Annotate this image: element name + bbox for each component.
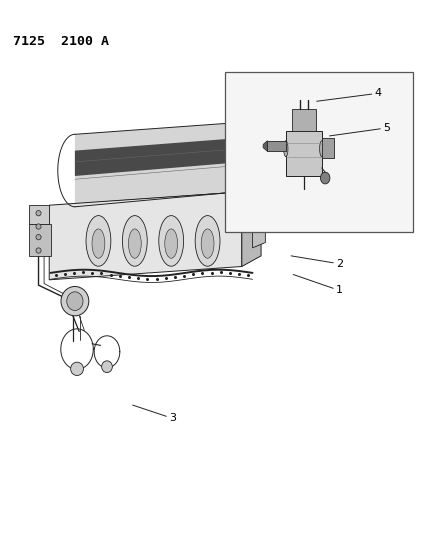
Ellipse shape — [195, 215, 220, 266]
Text: 4: 4 — [317, 88, 382, 101]
Polygon shape — [75, 123, 238, 207]
Ellipse shape — [321, 172, 330, 184]
Ellipse shape — [320, 141, 324, 157]
Text: 3: 3 — [133, 405, 176, 423]
Polygon shape — [268, 141, 286, 151]
Polygon shape — [29, 205, 49, 224]
Polygon shape — [58, 192, 248, 220]
Ellipse shape — [201, 229, 214, 258]
Polygon shape — [29, 224, 51, 256]
Ellipse shape — [36, 224, 41, 229]
Ellipse shape — [165, 229, 178, 258]
Text: 1: 1 — [293, 274, 343, 295]
Ellipse shape — [92, 229, 105, 258]
Ellipse shape — [36, 211, 41, 216]
Ellipse shape — [284, 141, 288, 157]
Bar — [292, 109, 316, 131]
Ellipse shape — [61, 287, 89, 316]
Bar — [286, 131, 322, 176]
Ellipse shape — [67, 292, 83, 310]
Ellipse shape — [122, 215, 147, 266]
Bar — [322, 138, 334, 158]
Ellipse shape — [86, 215, 111, 266]
Ellipse shape — [36, 248, 41, 253]
Ellipse shape — [128, 229, 141, 258]
Polygon shape — [49, 192, 242, 280]
Bar — [225, 72, 413, 232]
Text: 5: 5 — [330, 123, 390, 136]
Polygon shape — [242, 181, 261, 266]
Polygon shape — [253, 227, 265, 248]
Text: 7125  2100 A: 7125 2100 A — [13, 35, 109, 47]
Ellipse shape — [71, 362, 83, 375]
Polygon shape — [75, 138, 238, 176]
Ellipse shape — [36, 235, 41, 240]
Ellipse shape — [101, 361, 112, 373]
Ellipse shape — [159, 215, 184, 266]
Text: 2: 2 — [291, 256, 343, 269]
Polygon shape — [263, 141, 268, 151]
